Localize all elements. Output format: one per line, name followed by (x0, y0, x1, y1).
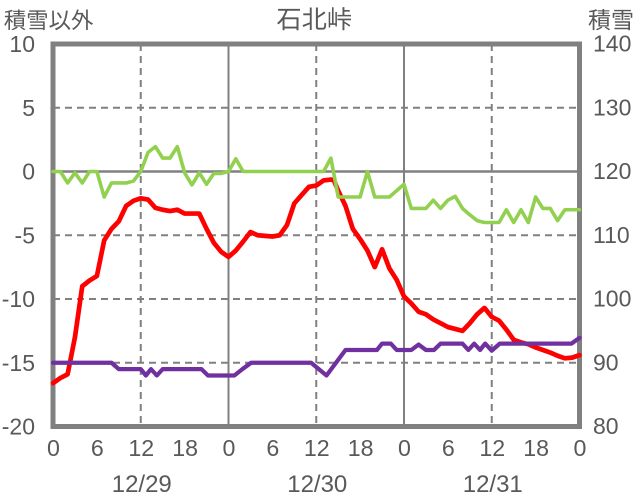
svg-text:10: 10 (9, 31, 35, 57)
svg-text:0: 0 (223, 435, 236, 461)
svg-text:0: 0 (574, 435, 587, 461)
svg-text:6: 6 (442, 435, 455, 461)
svg-text:18: 18 (172, 435, 198, 461)
svg-text:5: 5 (22, 95, 35, 121)
svg-text:110: 110 (593, 222, 630, 248)
svg-text:12: 12 (479, 435, 505, 461)
svg-text:12/30: 12/30 (287, 471, 347, 498)
svg-text:6: 6 (91, 435, 104, 461)
svg-text:18: 18 (523, 435, 549, 461)
svg-text:80: 80 (593, 413, 619, 439)
svg-text:18: 18 (348, 435, 374, 461)
svg-text:140: 140 (593, 31, 631, 57)
svg-text:130: 130 (593, 94, 631, 120)
svg-text:-5: -5 (15, 222, 35, 248)
svg-text:6: 6 (266, 435, 279, 461)
svg-text:100: 100 (593, 286, 631, 312)
svg-text:12/29: 12/29 (112, 471, 172, 498)
svg-text:90: 90 (593, 349, 619, 375)
svg-text:12: 12 (128, 435, 154, 461)
svg-text:12: 12 (304, 435, 330, 461)
svg-text:0: 0 (398, 435, 411, 461)
svg-text:0: 0 (22, 159, 35, 185)
svg-text:120: 120 (593, 158, 631, 184)
svg-text:-10: -10 (2, 286, 35, 312)
svg-text:0: 0 (47, 435, 60, 461)
svg-text:-15: -15 (2, 350, 35, 376)
svg-text:-20: -20 (2, 414, 35, 440)
svg-text:12/31: 12/31 (463, 471, 523, 498)
